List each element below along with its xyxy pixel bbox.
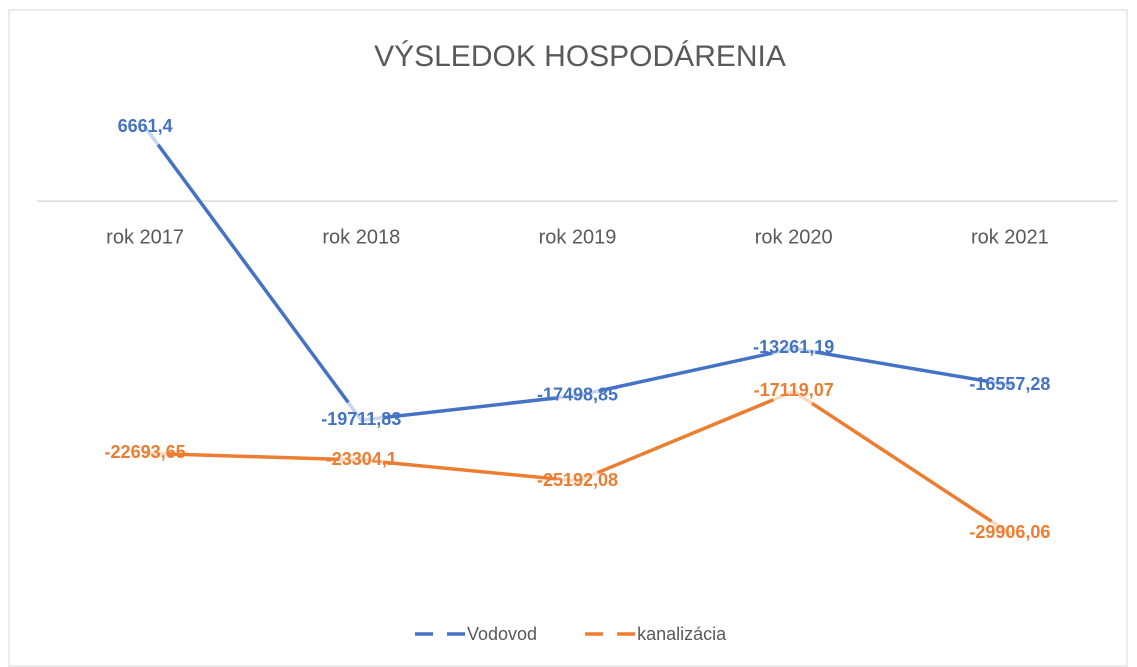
data-label: -22693,65 — [105, 442, 186, 462]
label-halo — [771, 326, 816, 371]
x-tick-label: rok 2017 — [106, 226, 184, 248]
data-label: -19711,83 — [321, 409, 401, 429]
label-halo — [555, 459, 600, 504]
x-tick-label: rok 2020 — [755, 226, 833, 248]
label-halo — [771, 369, 816, 414]
data-label: 6661,4 — [118, 116, 173, 136]
x-tick-label: rok 2018 — [322, 226, 400, 248]
label-halo — [987, 511, 1032, 556]
data-label: -16557,28 — [969, 374, 1050, 394]
data-label: -23304,1 — [326, 449, 397, 469]
label-halo — [555, 373, 600, 418]
data-label: -13261,19 — [753, 337, 834, 357]
data-label: -17498,85 — [537, 384, 618, 404]
label-halo — [987, 363, 1032, 408]
label-halo — [123, 431, 168, 476]
legend-label: Vodovod — [467, 624, 537, 644]
x-tick-label: rok 2021 — [971, 226, 1049, 248]
label-halo — [123, 105, 168, 150]
data-label: -17119,07 — [754, 380, 834, 400]
chart-border — [8, 9, 1128, 667]
x-tick-label: rok 2019 — [539, 226, 617, 248]
label-halo — [339, 398, 384, 443]
label-halo — [339, 438, 384, 483]
chart-title: VÝSLEDOK HOSPODÁRENIA — [374, 40, 786, 73]
data-label: -25192,08 — [537, 470, 618, 490]
legend-label: kanalizácia — [637, 624, 727, 644]
data-label: -29906,06 — [969, 522, 1050, 542]
